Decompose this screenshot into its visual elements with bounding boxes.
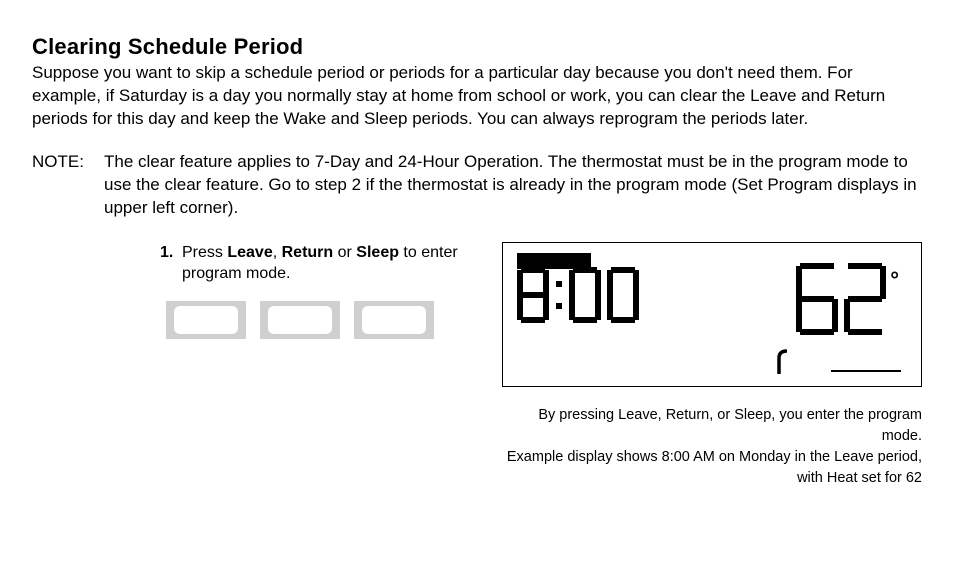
display-glyph-icon [775, 348, 795, 374]
step-text: Press Leave, Return or Sleep to enter pr… [182, 242, 502, 285]
note-body: The clear feature applies to 7-Day and 2… [104, 151, 922, 220]
sleep-button[interactable] [354, 301, 434, 339]
step-b2: Return [282, 244, 334, 261]
intro-paragraph: Suppose you want to skip a schedule peri… [32, 62, 922, 131]
caption-line-2: Example display shows 8:00 AM on Monday … [507, 449, 922, 486]
note-block: NOTE: The clear feature applies to 7-Day… [32, 151, 922, 220]
leave-button[interactable] [166, 301, 246, 339]
degree-symbol: ° [890, 267, 899, 293]
step-b3: Sleep [356, 244, 399, 261]
step-sep1: , [273, 244, 282, 261]
return-button[interactable] [260, 301, 340, 339]
section-title: Clearing Schedule Period [32, 34, 922, 60]
thermostat-display: ° [502, 242, 922, 387]
display-underline [831, 370, 901, 372]
display-caption: By pressing Leave, Return, or Sleep, you… [502, 405, 922, 489]
step-sep2: or [333, 244, 356, 261]
caption-line-1: By pressing Leave, Return, or Sleep, you… [538, 407, 922, 444]
display-time [517, 267, 639, 323]
note-label: NOTE: [32, 151, 104, 220]
button-row [166, 301, 502, 339]
step-b1: Leave [227, 244, 272, 261]
step-number: 1. [160, 242, 182, 285]
step-1: 1. Press Leave, Return or Sleep to enter… [160, 242, 502, 285]
step-pre: Press [182, 244, 227, 261]
display-temperature [796, 263, 886, 335]
